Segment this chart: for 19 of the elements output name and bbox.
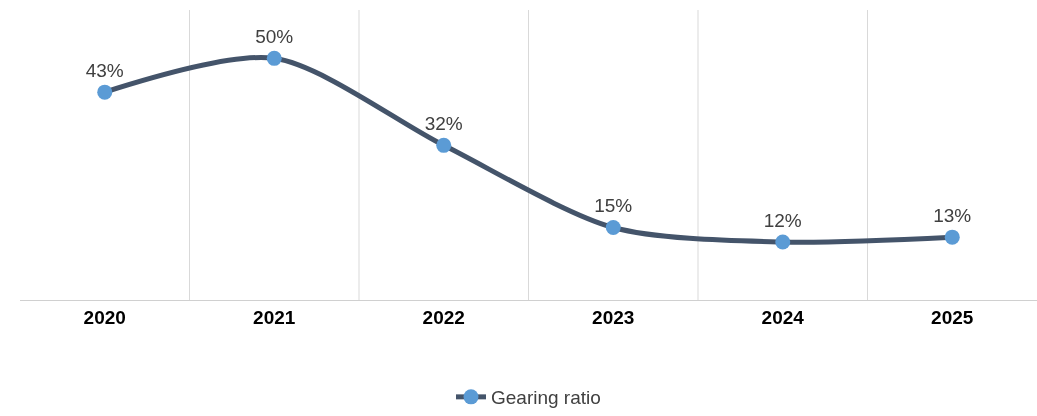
data-label: 43% xyxy=(85,60,124,82)
data-label: 15% xyxy=(594,195,633,217)
x-tick-label: 2020 xyxy=(83,306,126,328)
x-tick-label: 2021 xyxy=(253,306,296,328)
point xyxy=(775,234,791,250)
x-tick-label: 2024 xyxy=(761,306,805,328)
point xyxy=(605,220,621,235)
legend-label: Gearing ratio xyxy=(491,387,601,409)
point xyxy=(97,84,113,100)
point xyxy=(436,137,452,153)
x-tick-label: 2023 xyxy=(592,306,635,328)
data-label: 32% xyxy=(424,113,463,135)
point xyxy=(266,50,282,66)
data-label: 12% xyxy=(763,209,802,231)
x-tick-label: 2022 xyxy=(422,306,465,328)
point xyxy=(944,229,960,245)
data-label: 13% xyxy=(933,205,972,227)
data-label: 50% xyxy=(255,26,294,48)
x-tick-label: 2025 xyxy=(931,306,974,328)
